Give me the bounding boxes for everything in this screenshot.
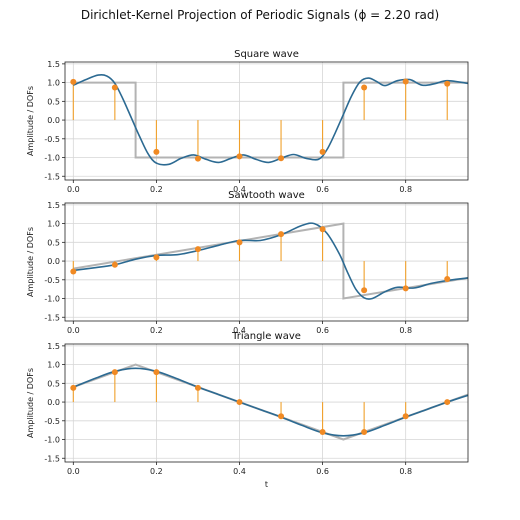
y-tick-label: 1.5 [47, 60, 60, 69]
sample-point [402, 285, 409, 292]
sample-point [111, 261, 118, 268]
x-tick-label: 0.2 [150, 467, 163, 476]
sample-point [70, 268, 77, 275]
x-tick-label: 0.8 [399, 185, 412, 194]
y-tick-label: 0.5 [47, 97, 60, 106]
y-tick-label: -1.0 [44, 436, 60, 445]
y-tick-label: 1.5 [47, 201, 60, 210]
y-axis-label: Amplitude / DOFs [26, 86, 35, 156]
y-tick-label: 1.0 [47, 220, 60, 229]
sample-point [153, 254, 160, 261]
y-tick-label: 0.5 [47, 238, 60, 247]
y-tick-label: 1.0 [47, 79, 60, 88]
y-tick-label: -1.0 [44, 295, 60, 304]
sample-point [444, 80, 451, 87]
plot-frame [64, 343, 469, 463]
panel-3: Triangle wave 1.5 1.0 0.5 0.0 -0.5 -1.0 -1.5 0.0… [26, 331, 469, 489]
sample-point [194, 246, 201, 253]
x-tick-label: 0.6 [316, 185, 329, 194]
y-tick-label: 0.0 [47, 116, 60, 125]
x-tick-label: 0.8 [399, 467, 412, 476]
x-tick-label: 0.2 [150, 185, 163, 194]
sample-point [70, 384, 77, 391]
y-tick-label: -1.0 [44, 154, 60, 163]
y-tick-label: -0.5 [44, 276, 60, 285]
sample-point [361, 429, 368, 436]
plot-frame [64, 202, 469, 322]
sample-point [319, 148, 326, 155]
sample-point [444, 276, 451, 283]
x-tick-label: 0.4 [233, 185, 246, 194]
sample-point [236, 399, 243, 406]
sample-point [111, 84, 118, 91]
panel-1: Square wave 1.5 1.0 0.5 0.0 -0.5 -1.0 -1.5 0.0 0.… [26, 49, 469, 194]
sample-point [319, 429, 326, 436]
y-tick-label: -1.5 [44, 454, 60, 463]
y-axis-label: Amplitude / DOFs [26, 227, 35, 297]
y-tick-label: 1.5 [47, 342, 60, 351]
sample-point [194, 384, 201, 391]
x-tick-label: 0.0 [67, 467, 80, 476]
panel-title: Sawtooth wave [228, 190, 305, 201]
x-tick-label: 0.0 [67, 326, 80, 335]
sample-point [236, 239, 243, 246]
sample-point [194, 155, 201, 162]
sample-point [319, 226, 326, 233]
sample-point [361, 84, 368, 91]
sample-point [153, 369, 160, 376]
plot-frame [64, 61, 469, 181]
x-tick-label: 0.6 [316, 326, 329, 335]
y-tick-label: 1.0 [47, 361, 60, 370]
x-tick-label: 0.4 [233, 326, 246, 335]
y-tick-label: -1.5 [44, 172, 60, 181]
y-tick-label: -1.5 [44, 313, 60, 322]
sample-point [111, 369, 118, 376]
y-tick-label: 0.5 [47, 379, 60, 388]
sample-point [361, 287, 368, 294]
sample-point [444, 399, 451, 406]
y-tick-label: -0.5 [44, 135, 60, 144]
x-tick-label: 0.8 [399, 326, 412, 335]
y-tick-label: 0.0 [47, 398, 60, 407]
sample-point [153, 148, 160, 155]
sample-point [402, 78, 409, 85]
x-tick-label: 0.2 [150, 326, 163, 335]
panel-2: Sawtooth wave 1.5 1.0 0.5 0.0 -0.5 -1.0 -1.5 0.0… [26, 190, 469, 335]
panel-title: Triangle wave [231, 331, 301, 342]
sample-point [278, 231, 285, 238]
y-axis-label: Amplitude / DOFs [26, 368, 35, 438]
x-tick-label: 0.4 [233, 467, 246, 476]
sample-point [70, 78, 77, 85]
sample-point [278, 155, 285, 162]
x-tick-label: 0.6 [316, 467, 329, 476]
sample-point [236, 153, 243, 160]
chart-panels: Square wave 1.5 1.0 0.5 0.0 -0.5 -1.0 -1.5 0.0 0.… [26, 49, 469, 489]
panel-title: Square wave [234, 49, 299, 60]
sample-point [278, 413, 285, 420]
x-tick-label: 0.0 [67, 185, 80, 194]
y-tick-label: 0.0 [47, 257, 60, 266]
figure-title: Dirichlet-Kernel Projection of Periodic … [81, 8, 439, 22]
reconstruction-line [72, 73, 469, 166]
sample-point [402, 413, 409, 420]
y-tick-label: -0.5 [44, 417, 60, 426]
x-axis-label: t [265, 480, 268, 489]
